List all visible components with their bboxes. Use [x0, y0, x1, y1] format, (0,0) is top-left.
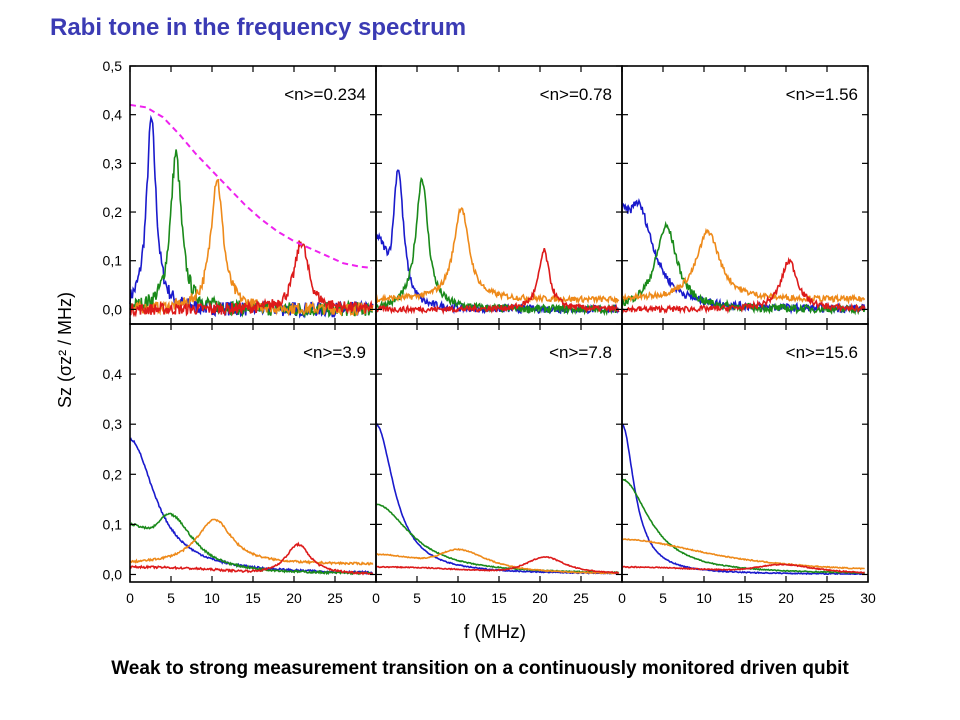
- panel-label: <n>=3.9: [303, 343, 366, 362]
- y-tick-label: 0,3: [103, 155, 123, 171]
- y-tick-label: 0,4: [103, 366, 123, 382]
- x-tick-label: 5: [413, 590, 421, 606]
- panel-4: <n>=3.9: [129, 323, 377, 583]
- panels-group: <n>=0.234 <n>=0.78 <n>=1.56 <n>=3.9 <n>=7.8 <…: [129, 65, 869, 583]
- envelope-dashed-line: [129, 103, 373, 269]
- y-tick-label: 0,5: [103, 58, 123, 74]
- series-red-line: [129, 240, 373, 318]
- y-tick-label: 0,3: [103, 416, 123, 432]
- y-tick-label: 0,1: [103, 516, 123, 532]
- x-tick-label: 0: [372, 590, 380, 606]
- x-tick-label: 15: [245, 590, 261, 606]
- series-blue-line: [622, 423, 865, 576]
- series-orange-line: [129, 518, 374, 566]
- x-tick-label: 5: [659, 590, 667, 606]
- panel-3: <n>=1.56: [621, 65, 869, 325]
- y-tick-label: 0,2: [103, 466, 123, 482]
- x-axis-label: f (MHz): [464, 622, 526, 643]
- x-tick-label: 0: [618, 590, 626, 606]
- panel-frame: [375, 65, 623, 325]
- panel-label: <n>=0.78: [540, 85, 612, 104]
- series-red-line: [129, 541, 374, 576]
- panel-label: <n>=15.6: [786, 343, 858, 362]
- panel-frame: [129, 323, 377, 583]
- x-tick-label: 10: [204, 590, 220, 606]
- y-tick-label: 0,1: [103, 253, 123, 269]
- series-red-line: [621, 563, 865, 574]
- panel-5: <n>=7.8: [375, 323, 623, 583]
- page-title: Rabi tone in the frequency spectrum: [50, 14, 467, 41]
- x-tick-label: 10: [450, 590, 466, 606]
- x-tick-label: 10: [696, 590, 712, 606]
- y-axis-label: Sz (σz² / MHz): [55, 292, 75, 408]
- x-tick-label: 25: [573, 590, 589, 606]
- panel-6: <n>=15.6: [621, 323, 869, 583]
- series-green-line: [621, 478, 866, 575]
- series-orange-line: [621, 227, 866, 305]
- x-tick-label: 25: [327, 590, 343, 606]
- x-tick-label: 20: [778, 590, 794, 606]
- series-blue-line: [129, 114, 374, 319]
- series-green-line: [129, 512, 374, 576]
- series-orange-line: [375, 207, 620, 305]
- series-blue-line: [375, 422, 619, 575]
- y-tick-label: 0,0: [103, 566, 123, 582]
- series-red-line: [621, 256, 866, 315]
- x-tick-label: 15: [737, 590, 753, 606]
- x-tick-label: 0: [126, 590, 134, 606]
- panel-label: <n>=0.234: [284, 85, 366, 104]
- series-orange-line: [375, 547, 620, 575]
- y-tick-labels: 0,0 0,1 0,2 0,3 0,4 0,5 0,0 0,1 0,2 0,3 0,4: [103, 58, 123, 582]
- panel-frame: [375, 323, 623, 583]
- y-tick-label: 0,0: [103, 301, 123, 317]
- x-tick-label: 5: [167, 590, 175, 606]
- series-orange-line: [622, 538, 865, 571]
- x-tick-label: 20: [532, 590, 548, 606]
- series-red-line: [375, 247, 620, 315]
- panel-1: <n>=0.234: [129, 65, 377, 325]
- series-orange-line: [129, 178, 374, 317]
- x-tick-label: 25: [819, 590, 835, 606]
- x-tick-label: 30: [860, 590, 876, 606]
- series-green-line: [129, 149, 374, 319]
- caption: Weak to strong measurement transition on…: [111, 658, 849, 679]
- panel-2: <n>=0.78: [375, 65, 623, 325]
- series-blue-line: [375, 169, 620, 315]
- panel-label: <n>=1.56: [786, 85, 858, 104]
- x-tick-label: 20: [286, 590, 302, 606]
- y-tick-label: 0,2: [103, 204, 123, 220]
- panel-label: <n>=7.8: [549, 343, 612, 362]
- y-tick-label: 0,4: [103, 107, 123, 123]
- series-red-line: [375, 555, 619, 575]
- x-tick-label: 15: [491, 590, 507, 606]
- panel-frame: [621, 65, 869, 325]
- x-tick-labels: 0 5 10 15 20 25 0 5 10 15 20 25 0 5 10 15 20 25 30: [126, 590, 876, 606]
